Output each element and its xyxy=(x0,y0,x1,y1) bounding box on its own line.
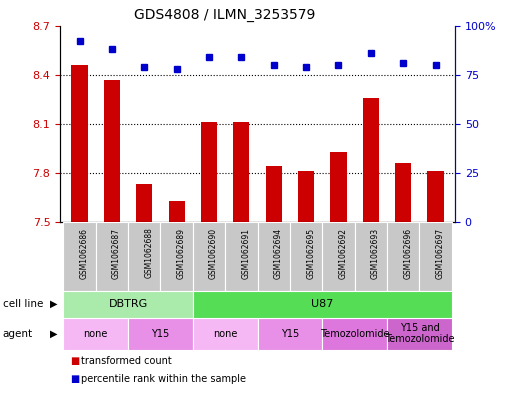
Bar xyxy=(387,318,452,350)
Bar xyxy=(233,122,249,222)
Bar xyxy=(257,222,290,291)
Bar xyxy=(104,80,120,222)
Bar xyxy=(331,152,347,222)
Text: GSM1062694: GSM1062694 xyxy=(274,228,283,279)
Text: transformed count: transformed count xyxy=(81,356,172,366)
Bar xyxy=(266,166,282,222)
Bar xyxy=(72,65,88,222)
Bar xyxy=(290,222,322,291)
Bar xyxy=(193,222,225,291)
Text: Y15: Y15 xyxy=(151,329,169,339)
Bar xyxy=(427,171,444,222)
Bar xyxy=(322,318,387,350)
Text: GSM1062688: GSM1062688 xyxy=(144,228,153,278)
Text: GSM1062687: GSM1062687 xyxy=(112,228,121,279)
Bar xyxy=(128,318,193,350)
Text: GSM1062696: GSM1062696 xyxy=(403,228,412,279)
Bar xyxy=(161,222,193,291)
Bar xyxy=(257,318,322,350)
Bar xyxy=(355,222,387,291)
Bar xyxy=(298,171,314,222)
Text: GSM1062686: GSM1062686 xyxy=(79,228,88,279)
Text: cell line: cell line xyxy=(3,299,43,309)
Bar xyxy=(322,222,355,291)
Bar xyxy=(193,291,452,318)
Text: GSM1062692: GSM1062692 xyxy=(338,228,347,279)
Bar xyxy=(128,222,161,291)
Bar xyxy=(96,222,128,291)
Bar xyxy=(225,222,258,291)
Bar xyxy=(63,291,193,318)
Text: ▶: ▶ xyxy=(50,299,58,309)
Text: none: none xyxy=(84,329,108,339)
Text: ■: ■ xyxy=(71,375,80,384)
Bar xyxy=(419,222,452,291)
Text: GSM1062693: GSM1062693 xyxy=(371,228,380,279)
Text: GSM1062695: GSM1062695 xyxy=(306,228,315,279)
Text: ■: ■ xyxy=(71,356,80,366)
Text: Temozolomide: Temozolomide xyxy=(320,329,390,339)
Bar xyxy=(193,318,257,350)
Text: ▶: ▶ xyxy=(50,329,58,339)
Bar xyxy=(168,201,185,222)
Text: GSM1062697: GSM1062697 xyxy=(436,228,445,279)
Text: GDS4808 / ILMN_3253579: GDS4808 / ILMN_3253579 xyxy=(134,7,315,22)
Text: none: none xyxy=(213,329,237,339)
Text: percentile rank within the sample: percentile rank within the sample xyxy=(81,375,246,384)
Text: GSM1062691: GSM1062691 xyxy=(242,228,251,279)
Text: DBTRG: DBTRG xyxy=(108,299,147,309)
Text: GSM1062690: GSM1062690 xyxy=(209,228,218,279)
Text: agent: agent xyxy=(3,329,33,339)
Text: U87: U87 xyxy=(311,299,334,309)
Bar xyxy=(63,318,128,350)
Bar xyxy=(136,184,152,222)
Bar xyxy=(363,97,379,222)
Bar xyxy=(387,222,419,291)
Bar xyxy=(63,222,96,291)
Bar xyxy=(201,122,217,222)
Text: Y15 and
Temozolomide: Y15 and Temozolomide xyxy=(384,323,454,344)
Text: GSM1062689: GSM1062689 xyxy=(177,228,186,279)
Bar xyxy=(395,163,411,222)
Text: Y15: Y15 xyxy=(281,329,299,339)
